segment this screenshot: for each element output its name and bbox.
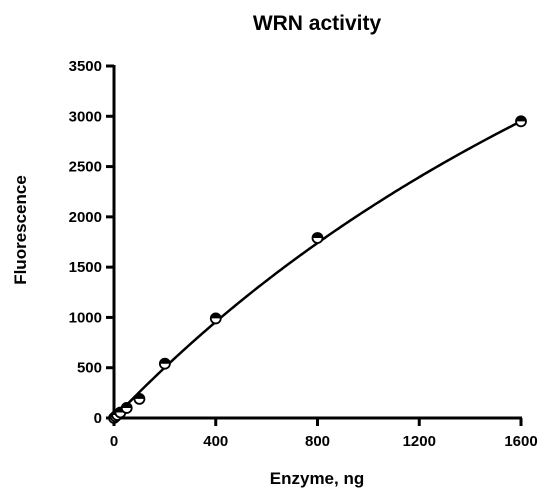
x-axis: 0 400 800 1200 1600 — [110, 416, 538, 450]
x-tick-label: 0 — [110, 433, 118, 450]
data-points — [108, 115, 527, 424]
y-axis: 0 500 1000 1500 2000 2500 3000 3500 — [69, 58, 116, 427]
data-point — [209, 312, 222, 325]
data-point — [120, 402, 133, 414]
x-tick-label: 1200 — [403, 433, 436, 450]
x-axis-title: Enzyme, ng — [270, 469, 364, 488]
y-tick-label: 2500 — [69, 159, 102, 176]
y-tick-label: 0 — [94, 410, 102, 427]
data-point — [515, 115, 527, 128]
x-tick-label: 1600 — [504, 433, 537, 450]
x-tick-label: 400 — [203, 433, 228, 450]
chart-title: WRN activity — [253, 12, 382, 35]
y-tick-label: 1000 — [69, 309, 102, 326]
y-tick-label: 3500 — [69, 58, 102, 75]
y-tick-label: 1500 — [69, 259, 102, 276]
y-tick-label: 500 — [77, 360, 102, 377]
fit-curve — [113, 120, 522, 419]
data-point — [133, 392, 146, 405]
y-tick-label: 3000 — [69, 108, 102, 125]
fit-curve-group — [113, 120, 522, 419]
y-axis-title: Fluorescence — [11, 175, 30, 285]
data-point — [158, 357, 171, 370]
y-tick-label: 2000 — [69, 209, 102, 226]
data-point — [311, 232, 324, 244]
x-tick-label: 800 — [305, 433, 330, 450]
